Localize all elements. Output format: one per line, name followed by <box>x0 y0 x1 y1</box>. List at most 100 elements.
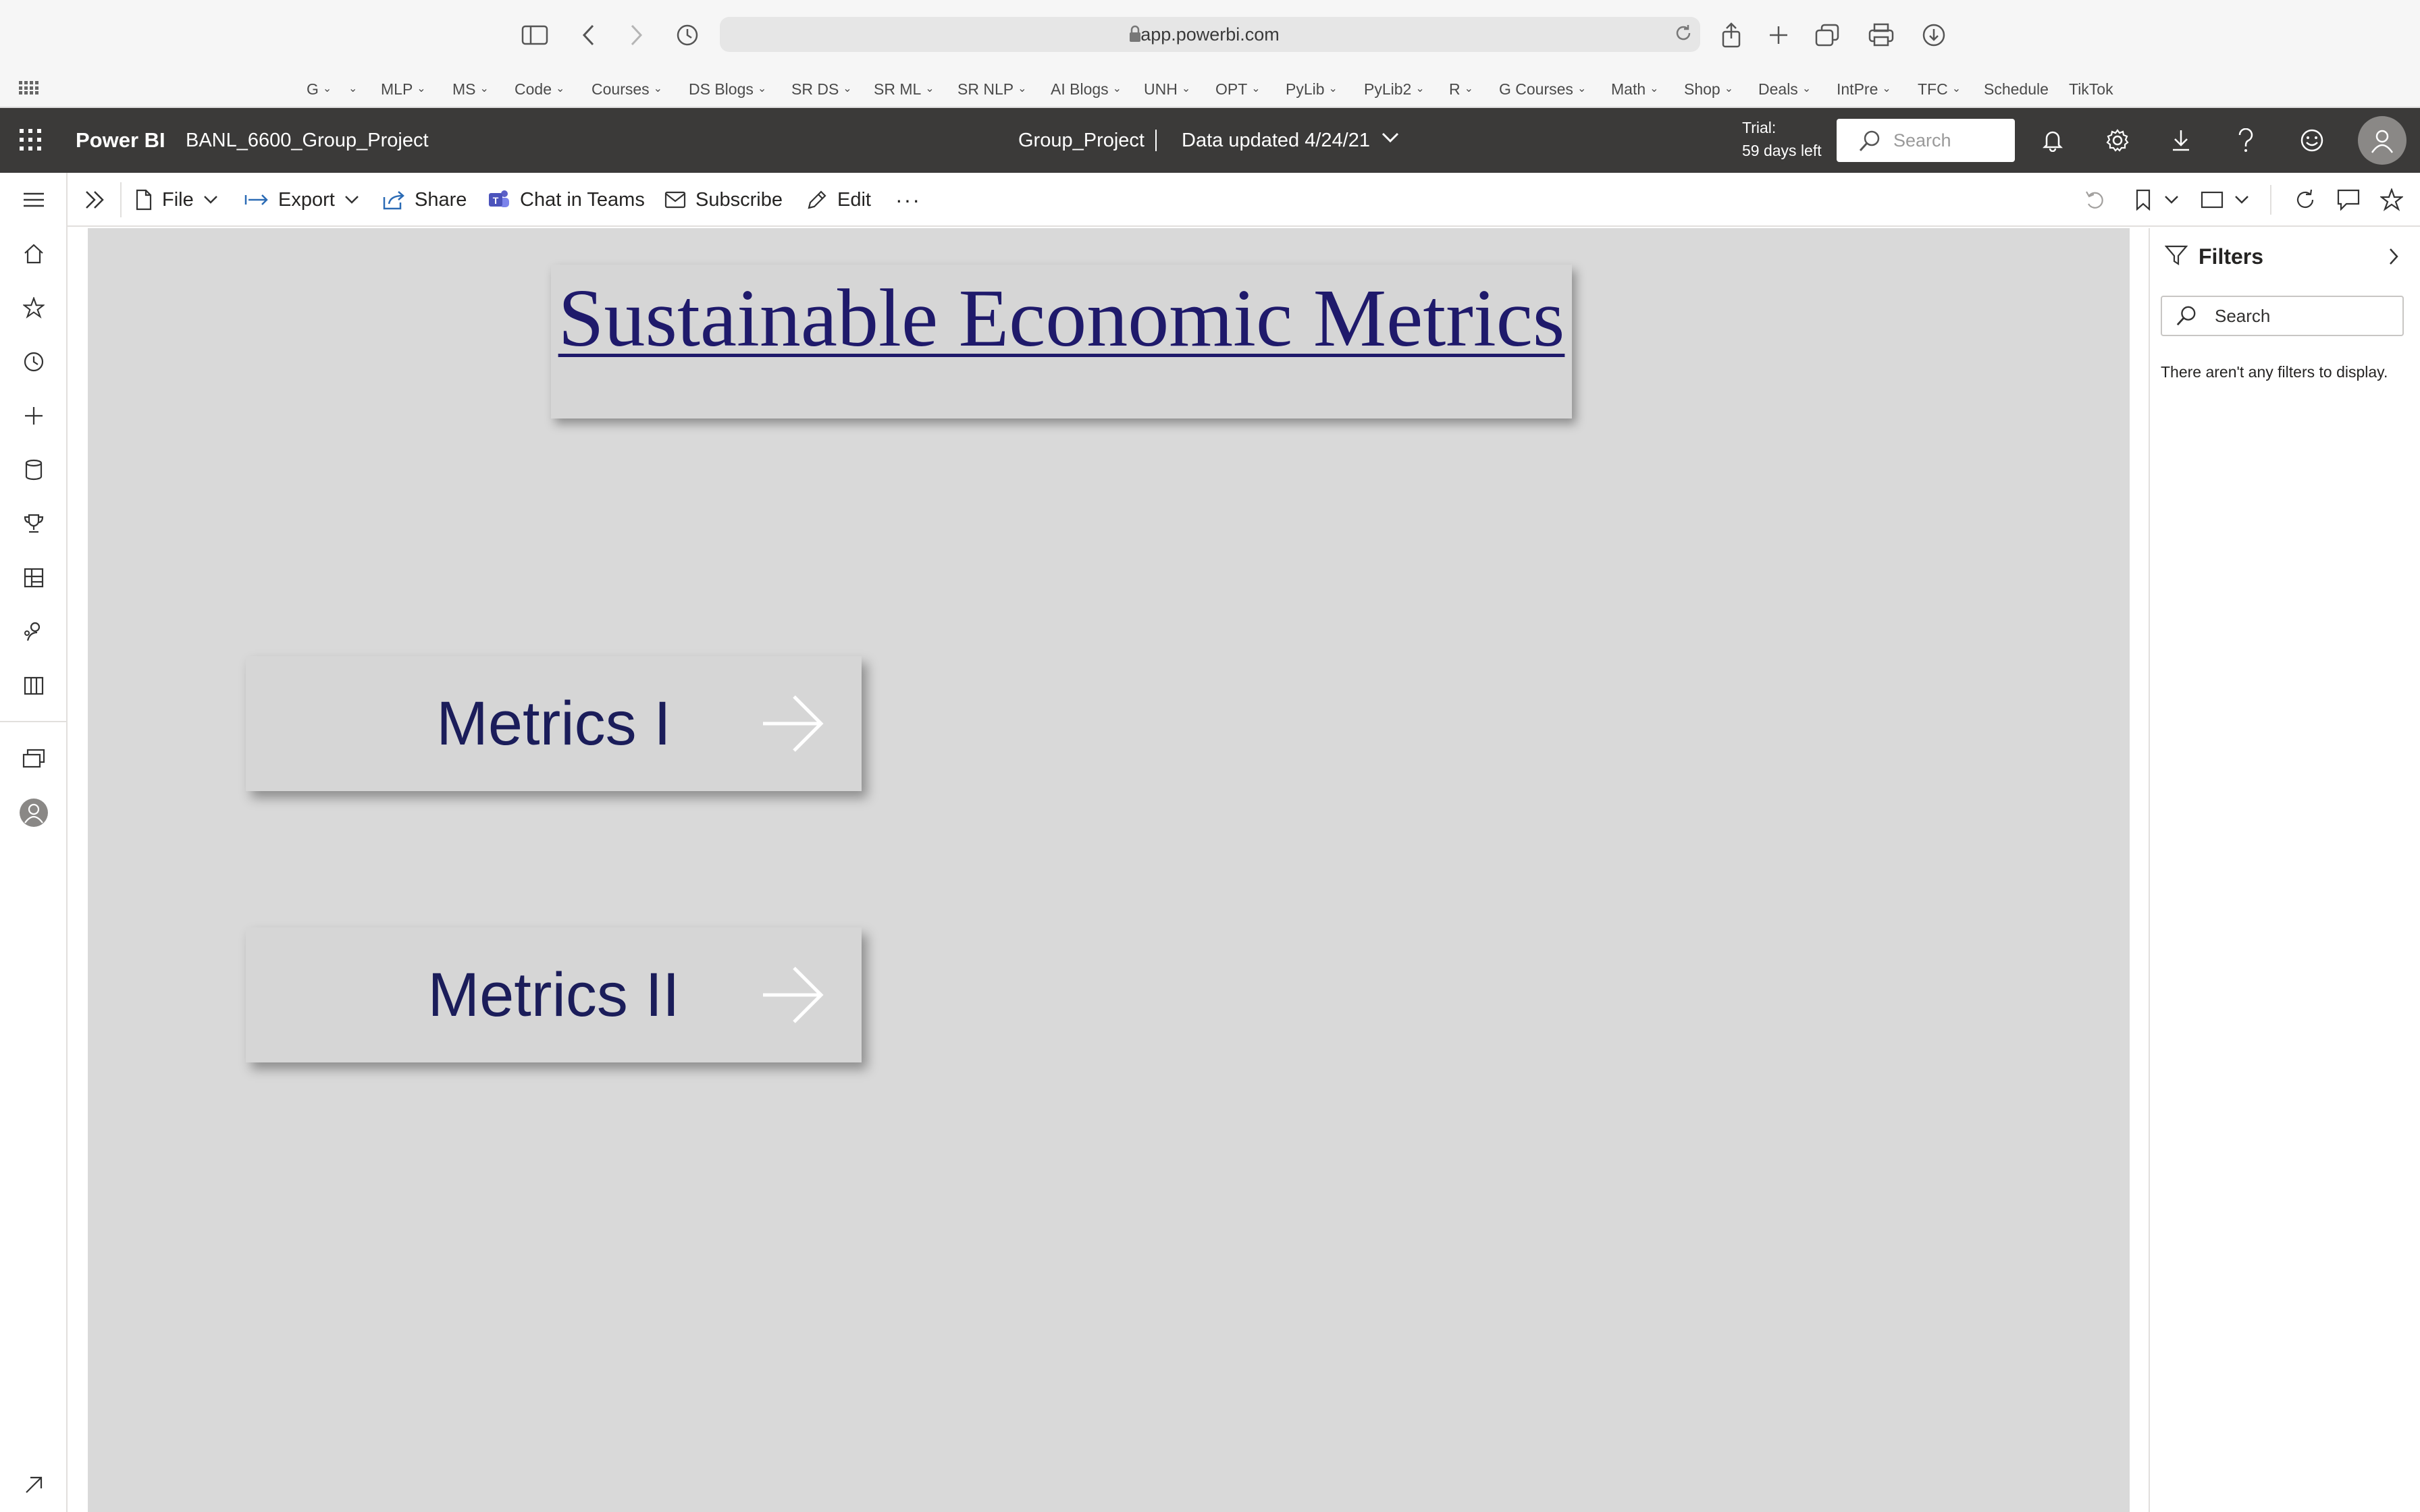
new-tab-icon[interactable] <box>1762 19 1795 51</box>
bookmark-item[interactable]: Shop ⌄ <box>1684 70 1733 108</box>
bookmark-item[interactable]: SR ML ⌄ <box>874 70 935 108</box>
trial-days-left: 59 days left <box>1742 142 1822 159</box>
help-icon[interactable] <box>2231 126 2261 155</box>
feedback-smiley-icon[interactable] <box>2297 126 2327 155</box>
chevron-down-icon: ⌄ <box>1724 82 1734 94</box>
share-button[interactable]: Share <box>382 173 467 227</box>
hamburger-menu-icon[interactable] <box>18 184 50 216</box>
bookmark-item[interactable]: Schedule <box>1984 70 2049 108</box>
bookmark-label: SR NLP <box>957 80 1014 98</box>
datasets-cylinder-icon[interactable] <box>18 454 50 486</box>
tab-overview-icon[interactable] <box>1811 19 1843 51</box>
bookmark-label: TFC <box>1918 80 1948 98</box>
bookmark-item[interactable]: Math ⌄ <box>1611 70 1659 108</box>
reset-icon[interactable] <box>2081 186 2108 213</box>
chevron-down-icon: ⌄ <box>555 82 565 94</box>
bookmark-item[interactable]: UNH ⌄ <box>1144 70 1190 108</box>
bookmark-item[interactable]: ⌄ <box>344 70 357 108</box>
chevron-down-icon[interactable] <box>2158 186 2185 213</box>
reload-icon[interactable] <box>1673 23 1693 43</box>
trial-label: Trial: <box>1742 119 1777 136</box>
downloads-icon[interactable] <box>1918 19 1950 51</box>
chat-in-teams-button[interactable]: T Chat in Teams <box>488 173 645 227</box>
workspaces-icon[interactable] <box>18 742 50 775</box>
global-search-input[interactable] <box>1837 119 2015 162</box>
more-options-button[interactable]: ··· <box>895 173 921 227</box>
settings-gear-icon[interactable] <box>2103 126 2132 155</box>
bookmark-icon[interactable] <box>2130 186 2157 213</box>
print-icon[interactable] <box>1865 19 1897 51</box>
powerbi-logo-text[interactable]: Power BI <box>76 128 165 152</box>
teams-icon: T <box>489 190 509 207</box>
goals-trophy-icon[interactable] <box>18 508 50 540</box>
bookmark-item[interactable]: SR NLP ⌄ <box>957 70 1027 108</box>
chat-in-teams-label: Chat in Teams <box>520 188 645 211</box>
view-icon[interactable] <box>2199 186 2226 213</box>
bookmark-item[interactable]: MS ⌄ <box>452 70 489 108</box>
bookmark-item[interactable]: Courses ⌄ <box>591 70 662 108</box>
file-label: File <box>162 188 194 211</box>
bookmark-item[interactable]: TFC ⌄ <box>1918 70 1961 108</box>
bookmark-item[interactable]: PyLib2 ⌄ <box>1364 70 1425 108</box>
history-icon[interactable] <box>671 19 704 51</box>
bookmark-item[interactable]: TikTok <box>2069 70 2113 108</box>
filters-search-input[interactable] <box>2161 296 2404 336</box>
account-avatar-icon[interactable] <box>2358 116 2406 165</box>
bookmark-label: UNH <box>1144 80 1178 98</box>
export-menu[interactable]: Export <box>244 173 369 227</box>
bookmark-item[interactable]: G ⌄ <box>307 70 332 108</box>
my-workspace-avatar-icon[interactable] <box>18 796 50 829</box>
recent-clock-icon[interactable] <box>18 346 50 378</box>
metrics-i-button[interactable]: Metrics I <box>246 656 862 791</box>
notifications-bell-icon[interactable] <box>2038 126 2068 155</box>
data-updated-label[interactable]: Data updated 4/24/21 <box>1182 130 1370 151</box>
favorites-star-icon[interactable] <box>18 292 50 324</box>
bookmark-label: Deals <box>1758 80 1798 98</box>
bookmark-item[interactable]: DS Blogs ⌄ <box>689 70 766 108</box>
chevron-down-icon[interactable] <box>1382 132 1399 143</box>
favorite-star-icon[interactable] <box>2378 186 2405 213</box>
arrow-right-icon <box>759 690 826 757</box>
metrics-ii-button[interactable]: Metrics II <box>246 927 862 1062</box>
bookmark-item[interactable]: MLP ⌄ <box>381 70 426 108</box>
sidebar-toggle-icon[interactable] <box>519 19 551 51</box>
bookmark-item[interactable]: Code ⌄ <box>515 70 564 108</box>
refresh-icon[interactable] <box>2292 186 2319 213</box>
bookmark-label: MLP <box>381 80 413 98</box>
bookmark-label: PyLib2 <box>1364 80 1412 98</box>
get-data-arrow-icon[interactable] <box>18 1469 50 1501</box>
bookmark-item[interactable]: AI Blogs ⌄ <box>1051 70 1122 108</box>
address-bar[interactable]: app.powerbi.com <box>720 17 1700 52</box>
apps-grid-icon[interactable] <box>19 81 39 94</box>
file-menu[interactable]: File <box>135 173 228 227</box>
forward-icon[interactable] <box>620 19 652 51</box>
home-icon[interactable] <box>18 238 50 270</box>
chevron-right-icon[interactable] <box>2388 247 2400 266</box>
bookmark-item[interactable]: PyLib ⌄ <box>1286 70 1338 108</box>
title-textbox <box>551 265 1572 418</box>
bookmark-item[interactable]: R ⌄ <box>1449 70 1473 108</box>
edit-button[interactable]: Edit <box>806 173 871 227</box>
bookmark-item[interactable]: SR DS ⌄ <box>791 70 852 108</box>
bookmark-label: Shop <box>1684 80 1720 98</box>
back-icon[interactable] <box>573 19 605 51</box>
share-icon[interactable] <box>1715 19 1747 51</box>
bookmark-item[interactable]: OPT ⌄ <box>1215 70 1261 108</box>
download-icon[interactable] <box>2166 126 2196 155</box>
chevron-down-icon[interactable] <box>2228 186 2255 213</box>
comment-icon[interactable] <box>2335 186 2362 213</box>
bookmark-item[interactable]: G Courses ⌄ <box>1499 70 1586 108</box>
report-title[interactable]: Sustainable Economic Metrics <box>558 273 1565 364</box>
shared-with-me-icon[interactable] <box>18 616 50 648</box>
bookmark-item[interactable]: Deals ⌄ <box>1758 70 1811 108</box>
learn-book-icon[interactable] <box>18 670 50 702</box>
workspace-name[interactable]: BANL_6600_Group_Project <box>186 130 429 151</box>
app-launcher-icon[interactable] <box>19 128 42 151</box>
subscribe-button[interactable]: Subscribe <box>664 173 783 227</box>
chevron-down-icon: ⌄ <box>348 82 358 94</box>
apps-icon[interactable] <box>18 562 50 594</box>
bookmark-item[interactable]: IntPre ⌄ <box>1837 70 1891 108</box>
expand-nav-icon[interactable] <box>82 186 109 213</box>
more-options-icon: ··· <box>895 187 921 212</box>
create-plus-icon[interactable] <box>18 400 50 432</box>
